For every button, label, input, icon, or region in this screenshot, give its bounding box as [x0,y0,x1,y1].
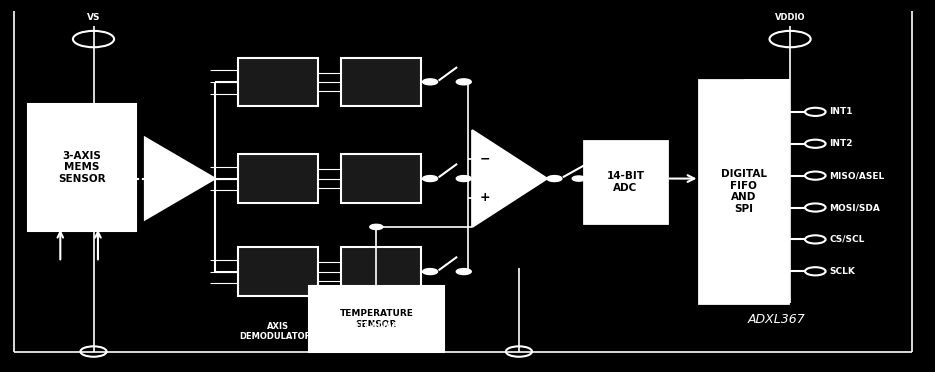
Text: −: − [480,153,490,166]
Text: VDDIO: VDDIO [775,13,805,22]
Text: +: + [480,192,490,204]
Polygon shape [472,130,547,227]
Text: INT2: INT2 [829,139,853,148]
Bar [699,80,788,303]
Circle shape [456,176,471,182]
Text: AXIS
DEMODULATORS: AXIS DEMODULATORS [239,322,317,341]
Text: TEMPERATURE
SENSOR: TEMPERATURE SENSOR [339,309,413,329]
Circle shape [805,171,826,180]
Text: VS: VS [87,13,100,22]
Circle shape [456,269,471,275]
Circle shape [506,346,532,357]
Bar [238,58,318,106]
Circle shape [423,79,438,85]
Bar [584,141,667,223]
Text: INT1: INT1 [829,108,853,116]
Circle shape [547,176,562,182]
Circle shape [370,224,383,230]
Text: SCLK: SCLK [829,267,856,276]
Circle shape [805,203,826,212]
Text: CS/SCL: CS/SCL [829,235,865,244]
Circle shape [80,346,107,357]
Circle shape [423,269,438,275]
Circle shape [805,140,826,148]
Bar [341,247,421,296]
Text: ANTI-ALIASING
FILTERS: ANTI-ALIASING FILTERS [346,322,416,341]
Text: 14-BIT
ADC: 14-BIT ADC [607,171,644,193]
Text: DIGITAL
FIFO
AND
SPI: DIGITAL FIFO AND SPI [721,169,767,214]
Bar [238,154,318,203]
Bar [341,154,421,203]
Bar [341,58,421,106]
Text: ADXL367: ADXL367 [747,314,805,326]
Circle shape [770,31,811,47]
Circle shape [805,108,826,116]
Text: MOSI/SDA: MOSI/SDA [829,203,880,212]
Circle shape [456,79,471,85]
Text: 3-AXIS
MEMS
SENSOR: 3-AXIS MEMS SENSOR [58,151,106,184]
Text: MISO/ASEL: MISO/ASEL [829,171,885,180]
Circle shape [423,176,438,182]
Bar [28,104,136,231]
Circle shape [805,267,826,275]
Bar [238,247,318,296]
Circle shape [587,176,602,182]
Polygon shape [145,138,215,219]
Bar [309,286,444,352]
Circle shape [73,31,114,47]
Circle shape [805,235,826,244]
Circle shape [572,176,585,181]
